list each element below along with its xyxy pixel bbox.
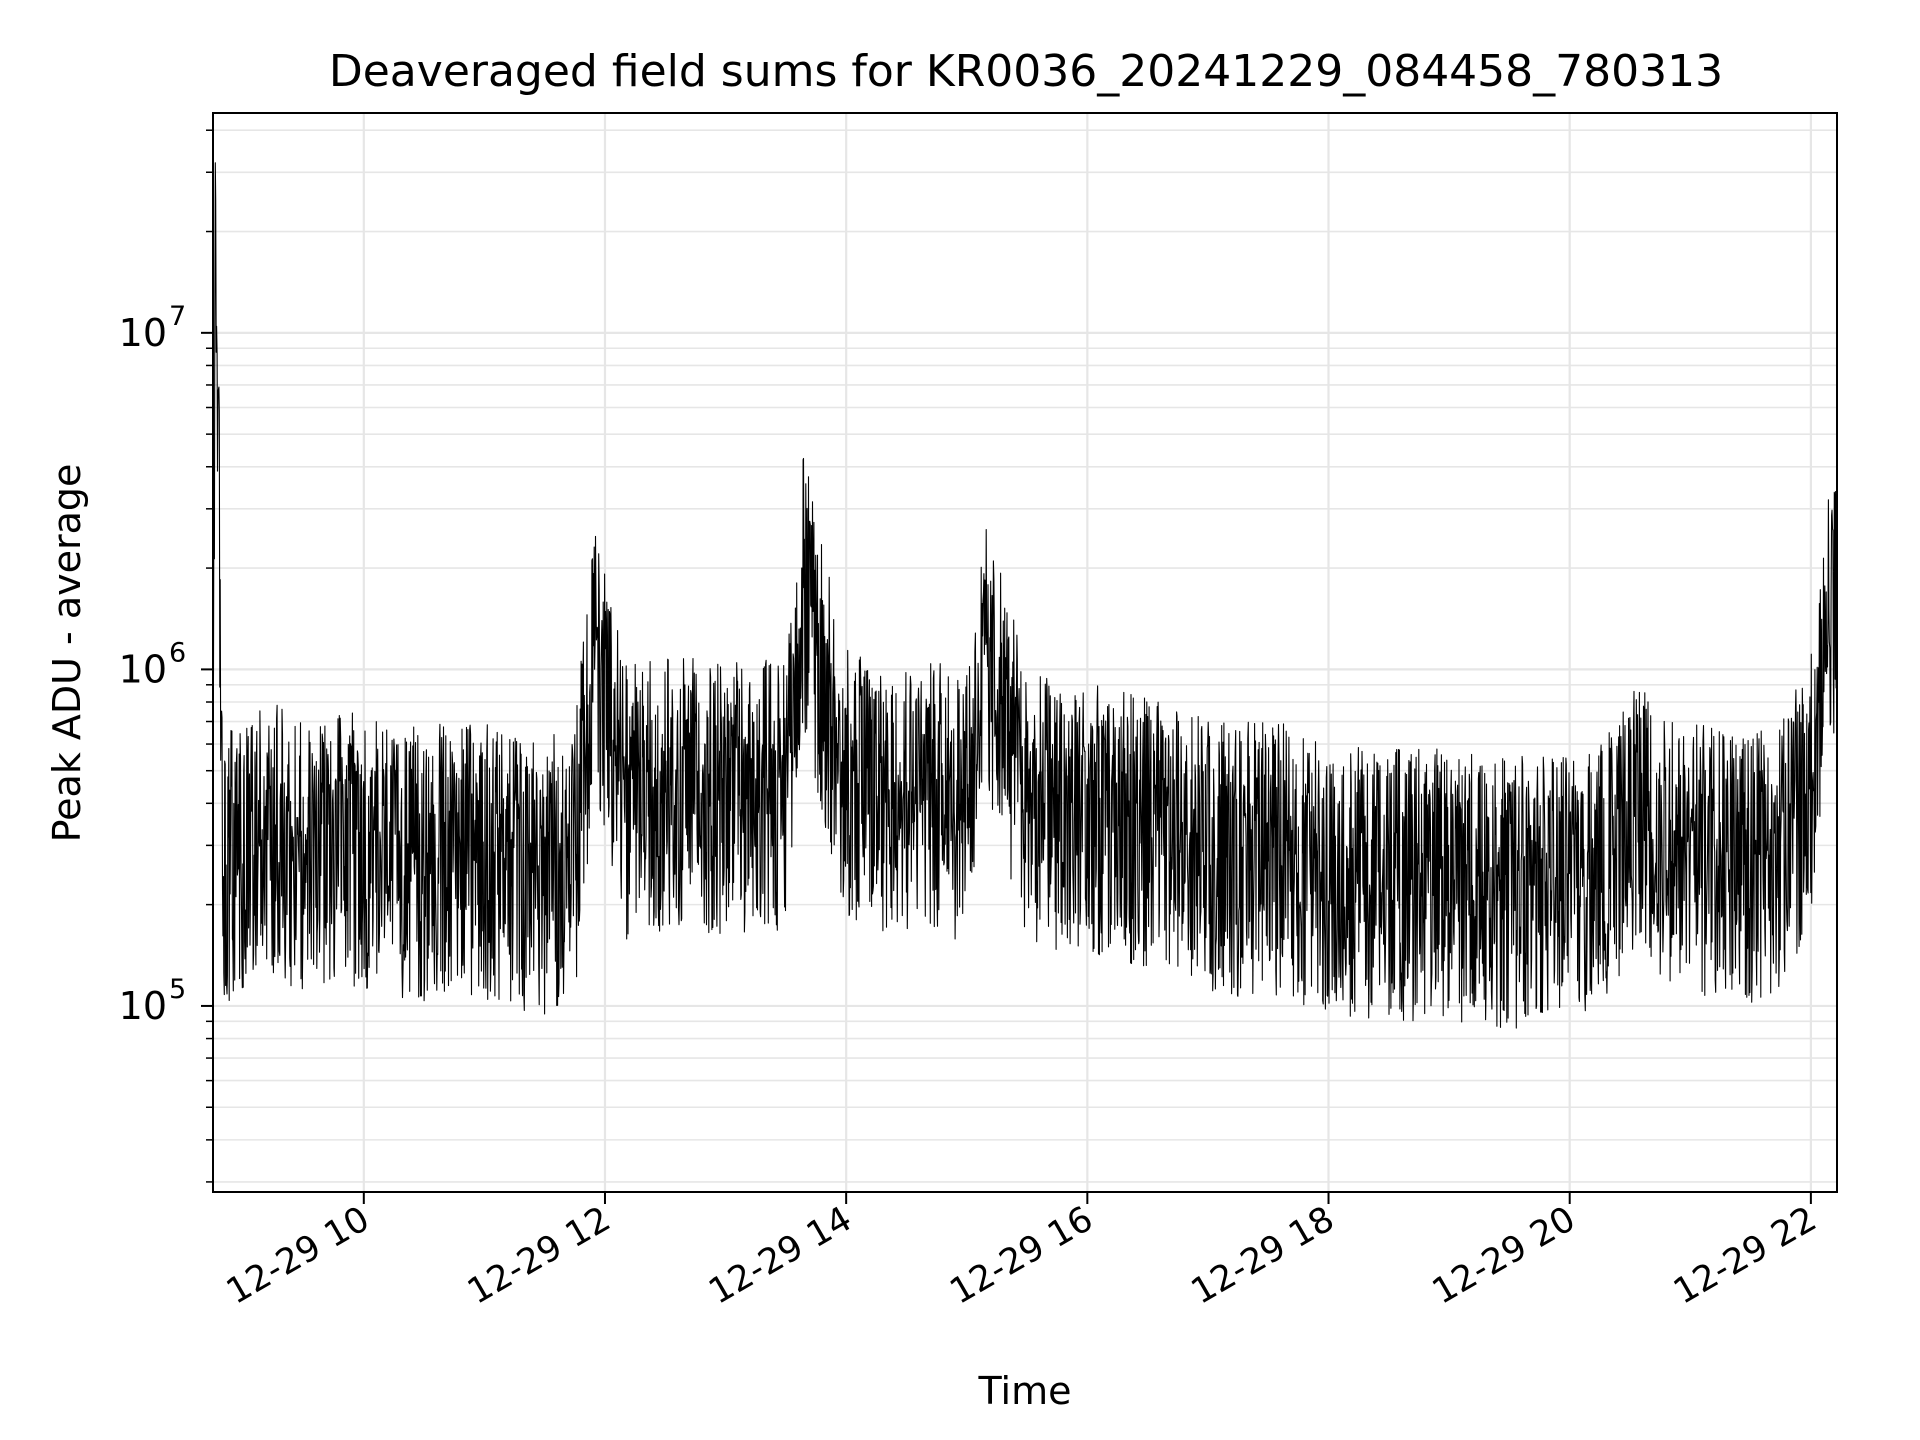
y-tick-exponent: 6 — [169, 637, 186, 668]
y-tick-label: 10 — [119, 984, 167, 1028]
y-axis-label: Peak ADU - average — [45, 464, 89, 843]
series-lines — [213, 162, 1837, 1029]
x-axis-label: Time — [978, 1369, 1072, 1413]
y-tick-label: 10 — [119, 311, 167, 355]
y-tick-exponent: 5 — [169, 974, 186, 1005]
chart-title: Deaveraged field sums for KR0036_2024122… — [329, 46, 1723, 97]
y-tick-label: 10 — [119, 647, 167, 691]
plot-frame — [212, 112, 1838, 1193]
series-line — [213, 162, 1837, 1029]
y-tick-exponent: 7 — [169, 301, 186, 332]
